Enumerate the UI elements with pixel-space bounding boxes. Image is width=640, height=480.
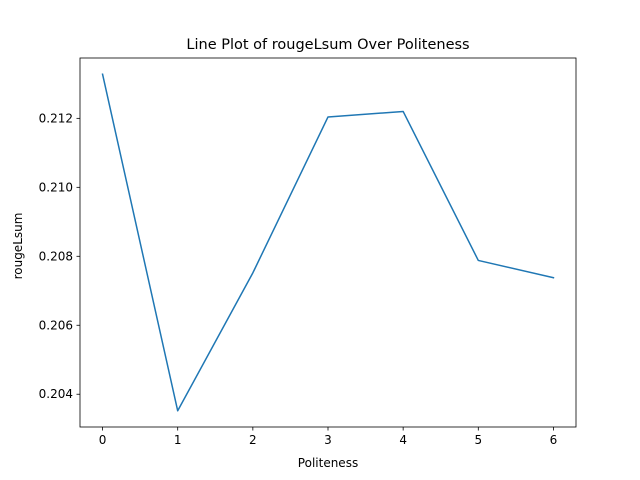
chart-title: Line Plot of rougeLsum Over Politeness xyxy=(186,37,469,53)
y-tick-label: 0.206 xyxy=(39,318,73,332)
y-tick-label: 0.210 xyxy=(39,180,73,194)
x-tick-label: 2 xyxy=(249,433,257,447)
x-tick-label: 1 xyxy=(174,433,182,447)
series-line-0 xyxy=(101,73,555,412)
y-tick-label: 0.204 xyxy=(39,387,73,401)
x-axis-label: Politeness xyxy=(298,456,358,470)
x-tick-label: 5 xyxy=(474,433,482,447)
y-tick-label: 0.212 xyxy=(39,111,73,125)
x-tick-label: 6 xyxy=(550,433,558,447)
x-tick-label: 4 xyxy=(399,433,407,447)
y-tick-label: 0.208 xyxy=(39,249,73,263)
y-axis-label: rougeLsum xyxy=(11,213,25,280)
plot-area: 0 1 2 3 4 5 6 0.204 0.206 0.208 0.210 0.212 xyxy=(39,57,577,447)
x-tick-label: 3 xyxy=(324,433,332,447)
x-tick-label: 0 xyxy=(99,433,107,447)
